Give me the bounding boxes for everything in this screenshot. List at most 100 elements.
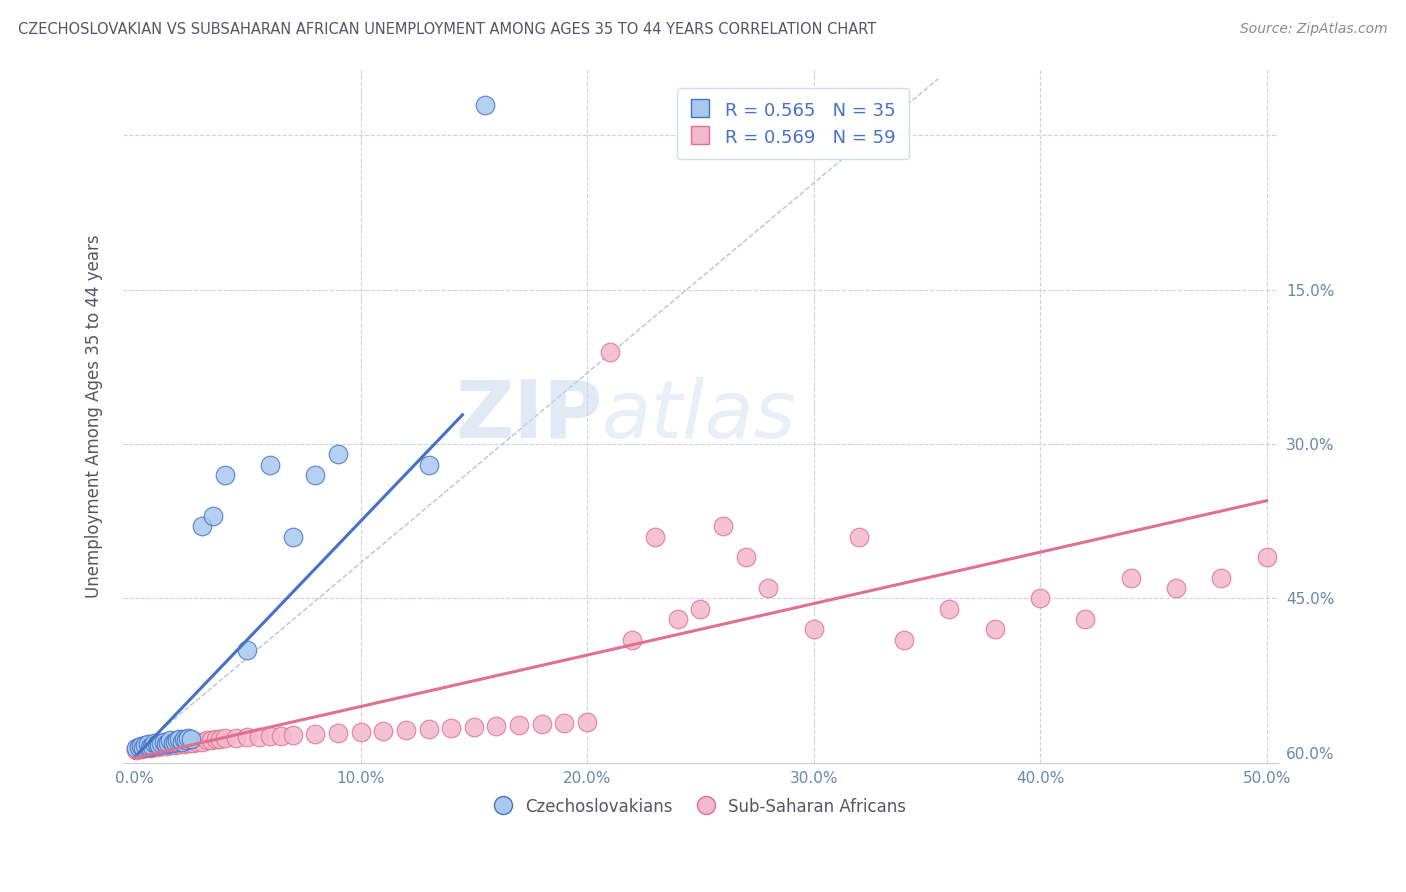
Text: ZIP: ZIP [456,376,602,455]
Point [132,740,155,755]
Point [236,643,259,657]
Point [214,731,236,746]
Point [1256,550,1278,565]
Point [530,717,553,731]
Point [157,735,180,749]
Text: CZECHOSLOVAKIAN VS SUBSAHARAN AFRICAN UNEMPLOYMENT AMONG AGES 35 TO 44 YEARS COR: CZECHOSLOVAKIAN VS SUBSAHARAN AFRICAN UN… [18,22,876,37]
Point [139,739,162,754]
Point [145,739,167,754]
Point [125,740,148,755]
Point [166,733,188,747]
Point [474,97,496,112]
Point [281,728,304,742]
Point [281,530,304,544]
Point [247,731,270,745]
Point [259,730,281,744]
Point [1164,581,1187,595]
Point [984,623,1007,637]
Point [169,737,191,751]
Point [259,458,281,472]
Point [848,530,870,544]
Point [734,550,756,565]
Point [236,731,259,745]
Text: Source: ZipAtlas.com: Source: ZipAtlas.com [1240,22,1388,37]
Point [576,714,599,729]
Point [174,733,197,747]
Point [803,623,825,637]
Point [893,632,915,647]
Point [195,733,218,747]
Point [200,733,222,747]
Point [644,530,666,544]
Point [173,732,195,747]
Point [136,737,159,751]
Point [689,601,711,615]
Point [440,721,463,735]
Point [270,730,292,744]
Point [621,632,644,647]
Point [214,468,236,483]
Point [125,743,148,757]
Point [395,723,418,738]
Point [162,735,184,749]
Point [143,739,166,754]
Point [373,724,395,739]
Point [177,735,200,749]
Point [155,737,177,751]
Point [128,739,150,754]
Point [209,732,232,747]
Point [159,733,181,747]
Point [191,734,214,748]
Point [599,344,621,359]
Point [225,731,247,746]
Point [553,716,575,731]
Point [938,601,960,615]
Point [1029,591,1052,606]
Point [711,519,734,533]
Point [163,738,186,752]
Point [129,739,152,753]
Point [508,718,530,732]
Point [326,447,349,461]
Point [1119,571,1142,585]
Text: atlas: atlas [602,376,797,455]
Point [145,737,167,751]
Point [326,726,349,740]
Point [177,731,200,746]
Point [129,741,152,756]
Point [139,740,162,755]
Point [1211,571,1233,585]
Point [756,581,779,595]
Point [134,740,156,755]
Legend: Czechoslovakians, Sub-Saharan Africans: Czechoslovakians, Sub-Saharan Africans [486,789,914,824]
Point [418,722,440,736]
Point [134,738,156,752]
Point [191,519,214,533]
Point [181,735,204,749]
Point [463,720,485,734]
Point [150,735,173,749]
Point [152,734,174,748]
Point [173,737,195,751]
Point [169,732,191,747]
Point [418,458,440,472]
Point [150,739,173,753]
Point [666,612,689,626]
Point [159,738,181,752]
Point [349,725,371,739]
Point [180,732,202,747]
Point [143,735,166,749]
Point [202,509,225,524]
Point [163,734,186,748]
Point [304,468,326,483]
Point [485,719,508,733]
Point [186,734,208,748]
Point [155,739,177,753]
Point [141,739,163,753]
Point [204,732,226,747]
Point [170,734,193,748]
Point [148,738,170,752]
Y-axis label: Unemployment Among Ages 35 to 44 years: Unemployment Among Ages 35 to 44 years [86,234,103,598]
Point [304,727,326,741]
Point [1074,612,1097,626]
